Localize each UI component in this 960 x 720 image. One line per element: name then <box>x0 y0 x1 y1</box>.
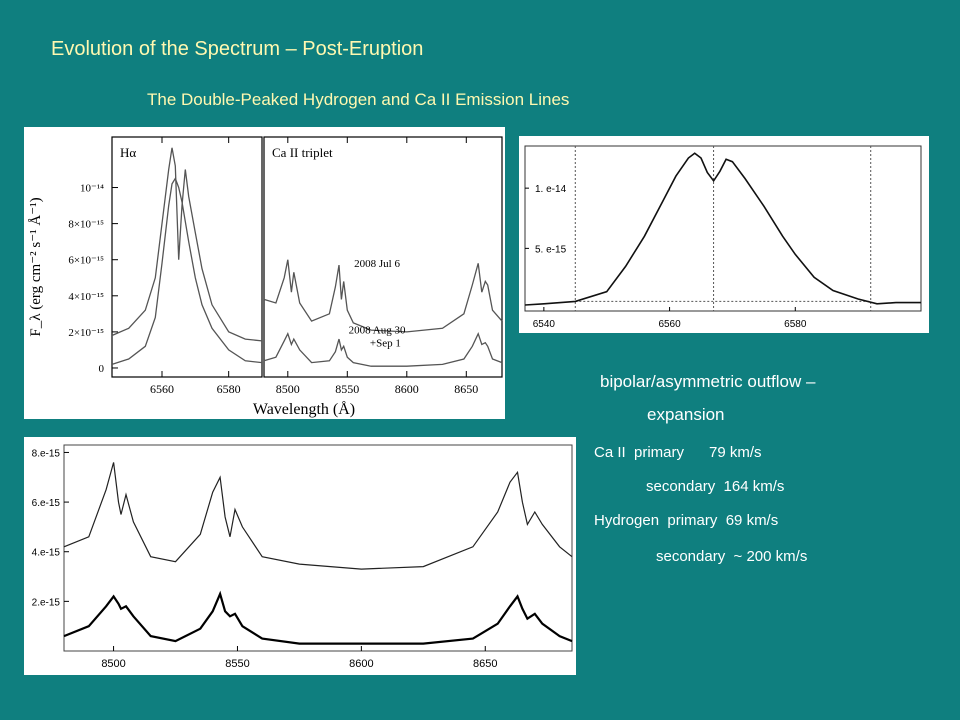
panel-frame <box>263 136 503 378</box>
spectrum-chart-c: 8500 8550 8600 8650 8.e-15 6.e-15 4.e-15 2.e-15 <box>32 444 573 670</box>
outflow-note: bipolar/asymmetric outflow – <box>600 372 816 391</box>
caii-secondary-velocity: secondary 164 km/s <box>646 478 785 495</box>
figure-halpha-profile: 6540 6560 6580 1. e-14 5. e-15 <box>519 136 929 333</box>
annotation-sep1: +Sep 1 <box>370 337 401 349</box>
y-tick-label: 4.e-15 <box>32 548 61 559</box>
y-tick-label: 8×10⁻¹⁵ <box>68 219 104 231</box>
spectrum-chart-a: 6560 6580 Hα 8500 8550 8600 8650 Ca II triplet 1… <box>28 136 503 418</box>
figure-halpha-caii: 6560 6580 Hα 8500 8550 8600 8650 Ca II triplet 1… <box>24 127 505 419</box>
figure-caii-triplet: 8500 8550 8600 8650 8.e-15 6.e-15 4.e-15 2.e-15 <box>24 437 576 675</box>
x-tick-label: 8500 <box>276 382 300 396</box>
series-line <box>524 152 921 306</box>
plot-frame <box>63 444 573 652</box>
x-tick-label: 8550 <box>335 382 359 396</box>
series-line-epoch2 <box>63 590 573 645</box>
series-line-epoch1 <box>63 462 573 570</box>
x-tick-label: 8550 <box>225 658 249 670</box>
x-tick-label: 8650 <box>454 382 478 396</box>
x-tick-label: 6580 <box>217 382 241 396</box>
y-tick-label: 8.e-15 <box>32 448 61 459</box>
series-line <box>111 147 263 342</box>
caii-primary-velocity: Ca II primary 79 km/s <box>594 444 762 461</box>
y-tick-label: 6×10⁻¹⁵ <box>68 255 104 267</box>
x-tick-label: 8500 <box>101 658 125 670</box>
panel-label: Ca II triplet <box>272 145 333 160</box>
y-tick-label: 4×10⁻¹⁵ <box>68 291 104 303</box>
x-tick-label: 6560 <box>658 319 681 330</box>
x-tick-label: 6580 <box>784 319 807 330</box>
series-line <box>263 331 503 367</box>
y-tick-label: 2.e-15 <box>32 597 61 608</box>
annotation-aug30: 2008 Aug 30 <box>349 325 406 337</box>
x-tick-label: 8600 <box>395 382 419 396</box>
y-tick-label: 1. e-14 <box>535 184 567 195</box>
y-tick-label: 10⁻¹⁴ <box>80 183 104 195</box>
series-line <box>263 259 503 333</box>
panel-label: Hα <box>120 145 136 160</box>
spectrum-chart-b: 6540 6560 6580 1. e-14 5. e-15 <box>524 145 922 330</box>
x-tick-label: 8600 <box>349 658 373 670</box>
slide-subtitle: The Double-Peaked Hydrogen and Ca II Emi… <box>147 90 570 109</box>
x-tick-label: 6540 <box>533 319 556 330</box>
expansion-note: expansion <box>647 405 725 424</box>
y-tick-label: 2×10⁻¹⁵ <box>68 327 104 339</box>
plot-frame <box>524 145 922 312</box>
x-tick-label: 6560 <box>150 382 174 396</box>
series-line <box>111 177 263 366</box>
y-axis-label: F_λ (erg cm⁻² s⁻¹ Å⁻¹) <box>28 197 44 336</box>
x-tick-label: 8650 <box>473 658 497 670</box>
y-tick-label: 0 <box>99 363 105 375</box>
annotation-jul6: 2008 Jul 6 <box>354 258 400 270</box>
x-axis-label: Wavelength (Å) <box>253 400 355 418</box>
y-tick-label: 6.e-15 <box>32 498 61 509</box>
y-tick-label: 5. e-15 <box>535 244 567 255</box>
hydrogen-secondary-velocity: secondary ~ 200 km/s <box>656 548 808 565</box>
hydrogen-primary-velocity: Hydrogen primary 69 km/s <box>594 512 779 529</box>
panel-frame <box>111 136 263 378</box>
slide-title: Evolution of the Spectrum – Post-Eruptio… <box>51 38 424 60</box>
